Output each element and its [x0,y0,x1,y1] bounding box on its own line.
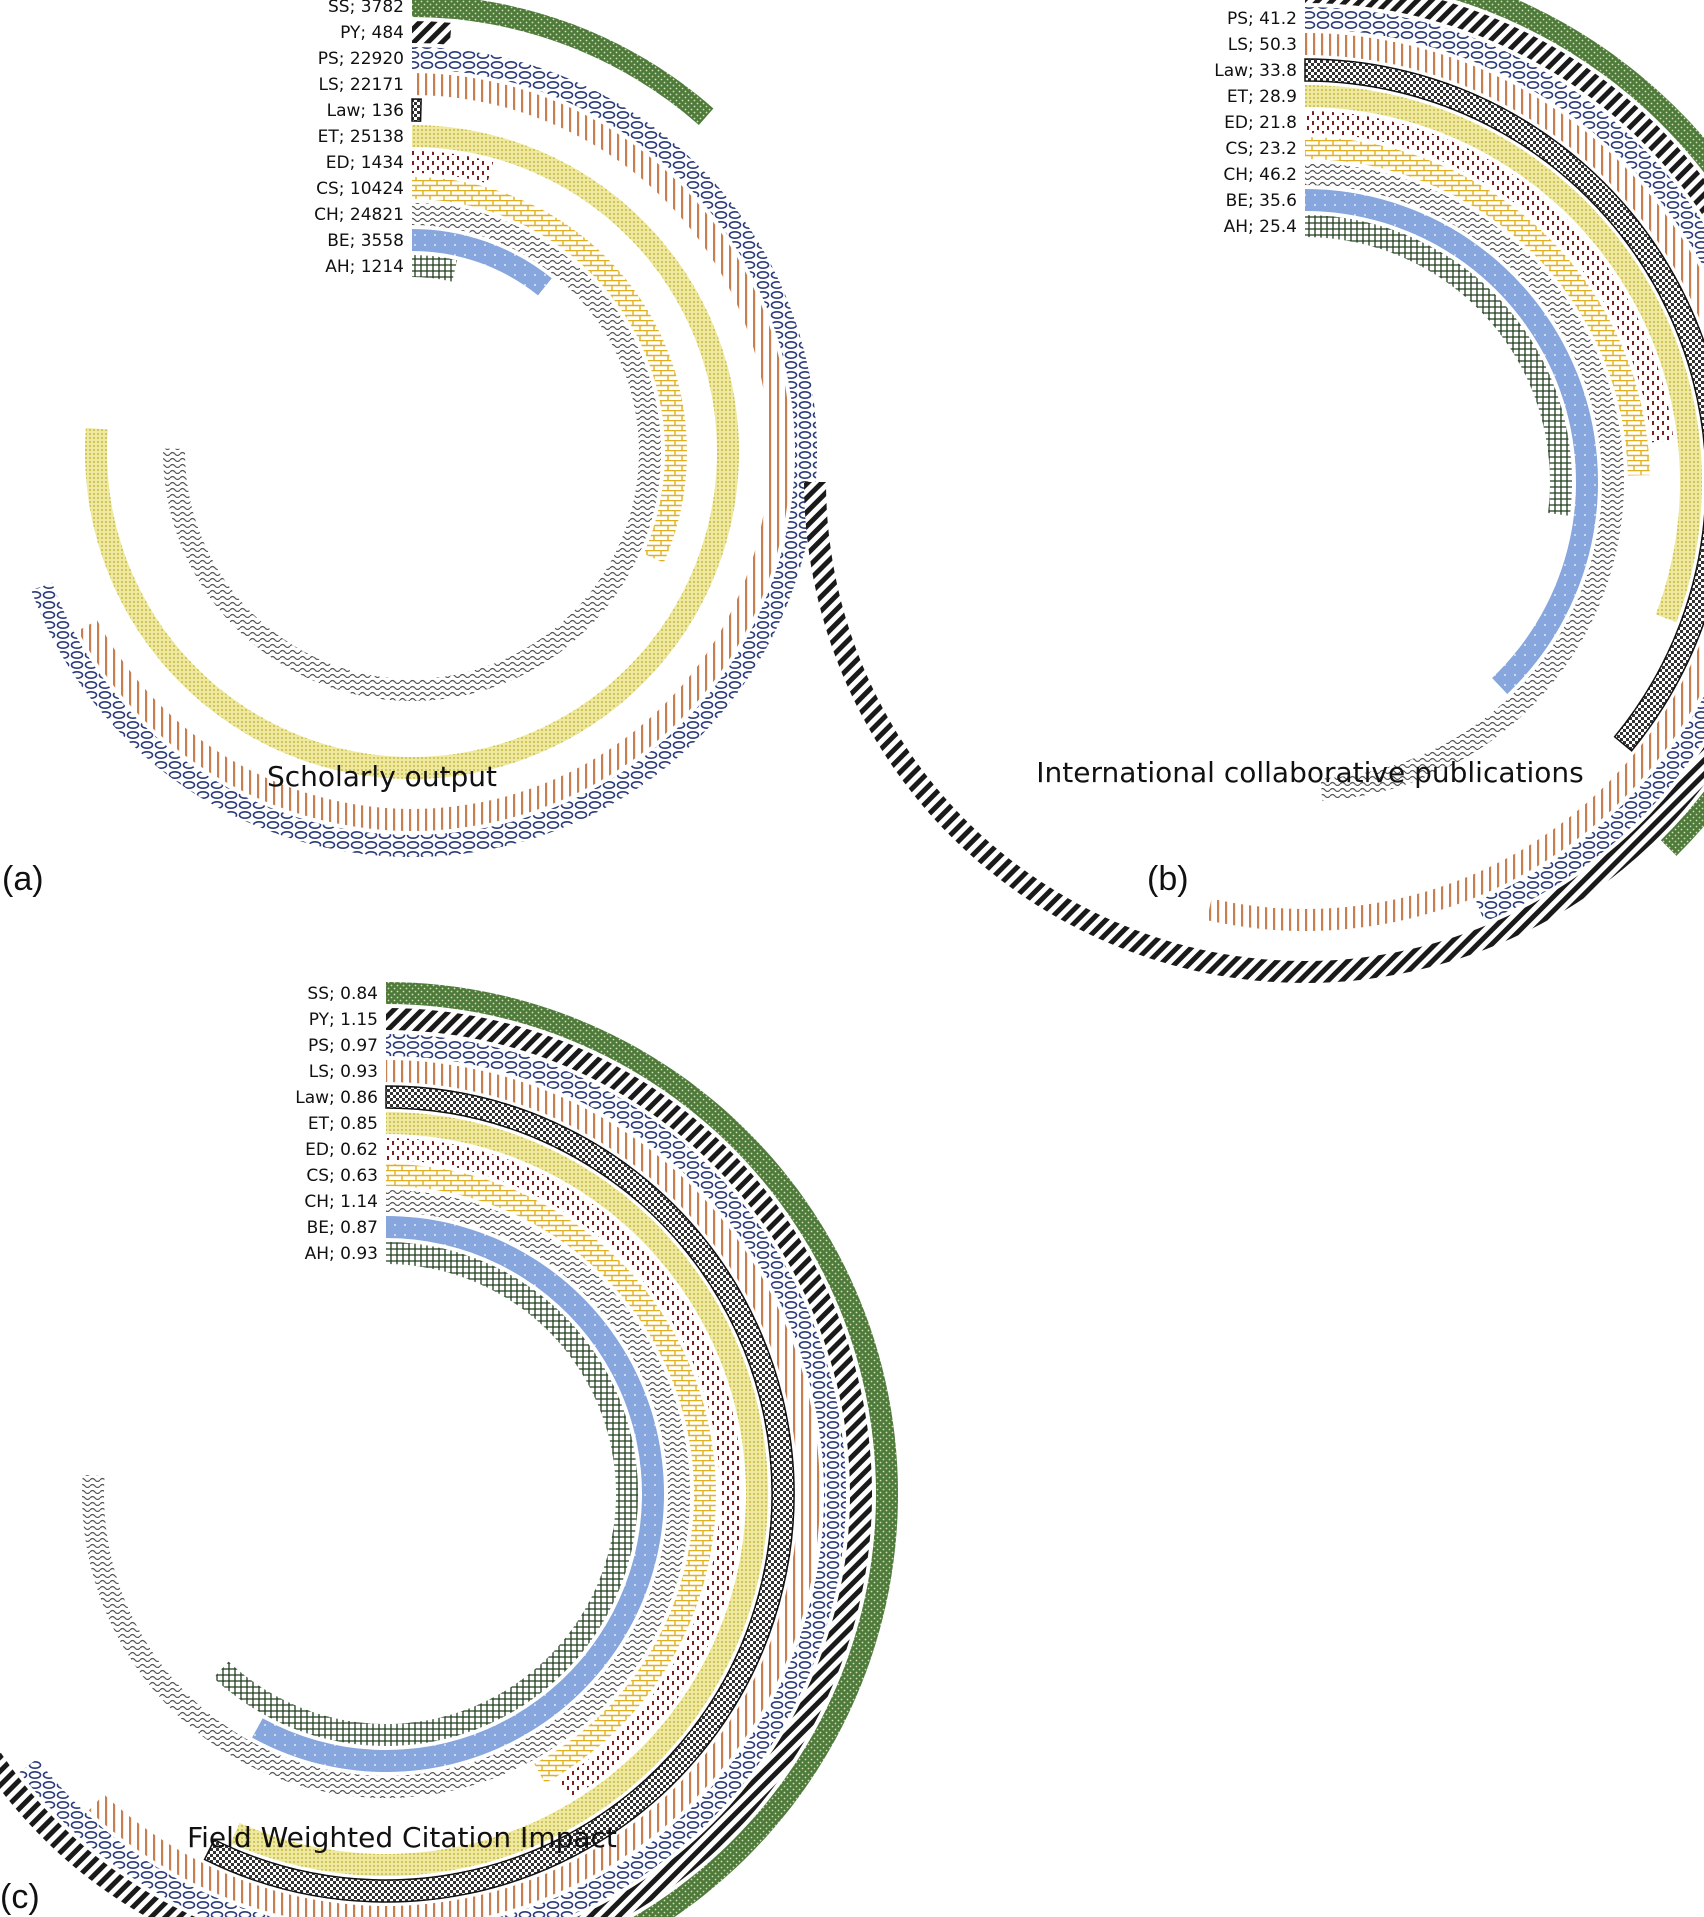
panel-a-tag: (a) [2,860,44,898]
arc-py [804,0,1704,983]
panel-c-title: Field Weighted Citation Impact [187,1821,617,1854]
label-law: Law; 136 [327,101,404,121]
label-ch: CH; 46.2 [1223,165,1297,185]
arc-ed [412,151,494,184]
label-be: BE; 3558 [327,231,404,251]
label-et: ET; 25138 [318,127,404,147]
label-et: ET; 28.9 [1227,87,1297,107]
arc-law [203,1085,795,1903]
label-ed: ED; 21.8 [1224,113,1297,133]
label-ls: LS; 22171 [319,75,404,95]
label-be: BE; 35.6 [1226,191,1297,211]
arc-ss [412,0,714,125]
arc-be [412,229,552,296]
arc-ah [412,255,458,282]
panel-b-title: International collaborative publications [1036,756,1584,789]
label-ch: CH; 1.14 [304,1192,378,1212]
label-ps: PS; 0.97 [308,1036,378,1056]
arc-ah [213,1242,638,1746]
arc-py [412,21,452,45]
panel-c: SS; 0.84 PY; 1.15 PS; 0.97 LS; 0.93 Law; 0.8… [0,982,898,1917]
label-cs: CS; 23.2 [1225,139,1297,159]
label-be: BE; 0.87 [307,1218,378,1238]
label-py: PY; 484 [340,23,404,43]
label-ah: AH; 25.4 [1224,217,1297,237]
arc-be [1305,189,1599,694]
arc-law [1304,58,1704,752]
arc-cs [412,177,687,563]
label-ls: LS; 0.93 [309,1062,378,1082]
label-ps: PS; 22920 [318,49,404,69]
panel-a: SS; 3782 PY; 484 PS; 22920 LS; 22171 Law; 13… [31,0,817,857]
label-ps: PS; 41.2 [1227,9,1297,29]
label-ls: LS; 50.3 [1228,35,1297,55]
arc-law [411,98,422,122]
label-law: Law; 0.86 [295,1088,378,1108]
label-ah: AH; 0.93 [305,1244,378,1264]
label-et: ET; 0.85 [308,1114,378,1134]
label-ch: CH; 24821 [314,205,404,225]
label-ed: ED; 1434 [326,153,404,173]
panel-a-title: Scholarly output [267,760,497,793]
label-ss: SS; 3782 [328,0,404,17]
label-law: Law; 33.8 [1214,61,1297,81]
arc-ah [1305,215,1572,516]
label-cs: CS; 0.63 [306,1166,378,1186]
arc-ps [19,1034,846,1917]
label-py: PY; 1.15 [309,1010,378,1030]
label-py: PY; 70.5 [1228,0,1297,3]
label-ah: AH; 1214 [325,257,404,277]
label-cs: CS; 10424 [316,179,404,199]
panel-b-tag: (b) [1147,860,1189,898]
panel-c-tag: (c) [0,1878,40,1916]
arc-ch [163,203,661,701]
arc-ch [81,1190,690,1799]
label-ed: ED; 0.62 [305,1140,378,1160]
label-ss: SS; 0.84 [307,984,378,1004]
arc-cs [1305,137,1650,476]
arc-ed [1305,111,1674,443]
